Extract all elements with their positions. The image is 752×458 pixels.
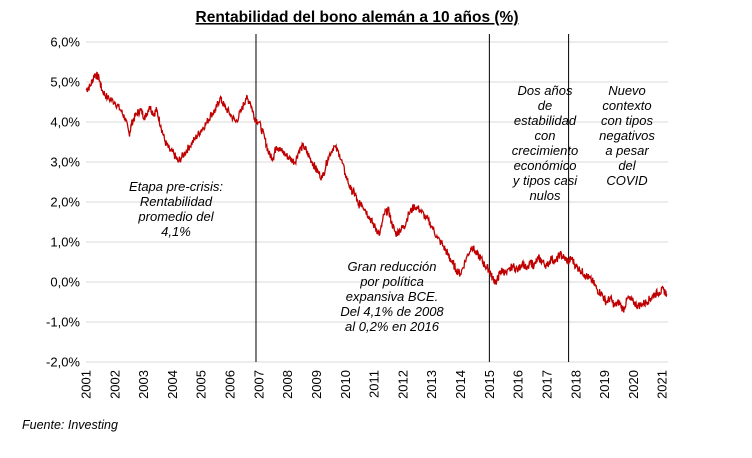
x-tick-label: 2012 (395, 370, 410, 399)
annotation-line: nulos (529, 188, 561, 203)
y-tick-label: 0,0% (50, 275, 80, 290)
x-tick-label: 2015 (482, 370, 497, 399)
annotation-line: Rentabilidad (140, 194, 213, 209)
annotation-line: Etapa pre-crisis: (129, 179, 223, 194)
y-tick-label: 5,0% (50, 75, 80, 90)
x-tick-label: 2021 (655, 370, 670, 399)
y-tick-label: -2,0% (46, 355, 80, 370)
annotation-line: y tipos casi (512, 173, 578, 188)
x-tick-labels: 2001 2002 2003 2004 2005 2006 2007 2008 2009 2010… (79, 370, 670, 399)
source-note: Fuente: Investing (22, 418, 118, 432)
annotation-3: Dos añosdeestabilidadconcrecimientoeconó… (512, 83, 578, 203)
annotation-line: Dos años (518, 83, 573, 98)
x-tick-label: 2008 (280, 370, 295, 399)
x-tick-label: 2009 (309, 370, 324, 399)
x-tick-label: 2014 (453, 370, 468, 399)
annotation-line: negativos (599, 128, 655, 143)
x-tick-label: 2019 (597, 370, 612, 399)
x-tick-label: 2020 (626, 370, 641, 399)
annotation-line: Nuevo (608, 83, 646, 98)
y-tick-label: 1,0% (50, 235, 80, 250)
annotation-line: con tipos (601, 113, 654, 128)
x-tick-label: 2005 (194, 370, 209, 399)
y-tick-label: 6,0% (50, 35, 80, 50)
x-tick-label: 2007 (251, 370, 266, 399)
y-tick-label: 2,0% (50, 195, 80, 210)
annotation-line: del (618, 158, 636, 173)
x-tick-label: 2016 (511, 370, 526, 399)
x-tick-label: 2010 (338, 370, 353, 399)
annotation-line: con (535, 128, 556, 143)
annotation-line: económico (514, 158, 577, 173)
annotation-line: 4,1% (161, 224, 191, 239)
annotation-line: COVID (606, 173, 647, 188)
x-tick-label: 2017 (539, 370, 554, 399)
annotation-line: expansiva BCE. (346, 289, 439, 304)
annotation-line: Gran reducción (348, 259, 437, 274)
annotation-line: Del 4,1% de 2008 (340, 304, 444, 319)
chart-title: Rentabilidad del bono alemán a 10 años (… (196, 9, 519, 26)
x-tick-label: 2011 (367, 370, 382, 398)
y-tick-label: 4,0% (50, 115, 80, 130)
period-dividers (255, 34, 570, 362)
annotation-line: de (538, 98, 552, 113)
annotation-line: por política (359, 274, 424, 289)
x-tick-label: 2002 (107, 370, 122, 399)
series-line (85, 71, 668, 313)
annotation-line: al 0,2% en 2016 (345, 319, 440, 334)
x-tick-label: 2003 (136, 370, 151, 399)
annotation-line: contexto (602, 98, 651, 113)
y-tick-labels: -2,0% -1,0% 0,0% 1,0% 2,0% 3,0% 4,0% 5,0% 6,0% (46, 35, 80, 370)
y-tick-label: 3,0% (50, 155, 80, 170)
x-tick-label: 2004 (165, 370, 180, 399)
y-tick-label: -1,0% (46, 315, 80, 330)
x-tick-label: 2013 (424, 370, 439, 399)
annotation-line: a pesar (605, 143, 649, 158)
gridlines (86, 41, 668, 363)
x-tick-label: 2006 (223, 370, 238, 399)
annotation-line: estabilidad (514, 113, 577, 128)
x-tick-label: 2018 (568, 370, 583, 399)
x-tick-label: 2001 (79, 370, 94, 399)
annotation-line: crecimiento (512, 143, 578, 158)
annotation-line: promedio del (137, 209, 214, 224)
